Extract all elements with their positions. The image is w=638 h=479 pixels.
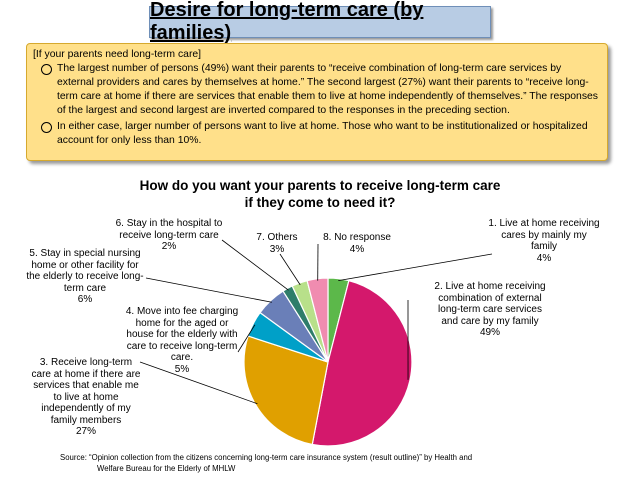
slice-label-4: 4. Move into fee charging home for the a… <box>125 306 239 375</box>
leader-line-6 <box>221 239 289 291</box>
leader-line-1 <box>338 253 493 282</box>
pie-slice-3 <box>243 335 329 446</box>
summary-note: [If your parents need long-term care] Th… <box>26 43 608 161</box>
source-line-1: Source: “Opinion collection from the cit… <box>60 453 473 462</box>
leader-line-4 <box>237 324 256 353</box>
note-bullet-1: The largest number of persons (49%) want… <box>33 62 600 118</box>
page-title: Desire for long-term care (by families) <box>150 0 424 44</box>
title-box: Desire for long-term care (by families) <box>149 0 491 44</box>
chart-title-line-1: How do you want your parents to receive … <box>139 178 501 193</box>
slice-label-5: 5. Stay in special nursing home or other… <box>26 248 144 305</box>
chart-title: How do you want your parents to receive … <box>60 177 580 211</box>
slice-label-2: 2. Live at home receiving combination of… <box>434 281 546 338</box>
slice-label-1: 1. Live at home receiving cares by mainl… <box>488 218 600 264</box>
slice-label-3: 3. Receive long-term care at home if the… <box>31 357 141 437</box>
chart-title-line-2: if they come to need it? <box>244 195 396 210</box>
slice-label-6: 6. Stay in the hospital to receive long-… <box>115 218 223 252</box>
leader-line-7 <box>279 253 301 286</box>
pie-slice-2 <box>311 279 413 447</box>
leader-line-3 <box>139 361 258 405</box>
leader-line-5 <box>145 277 272 303</box>
source-line-2: Welfare Bureau for the Elderly of MHLW <box>97 464 236 473</box>
slice-label-7: 7. Others 3% <box>256 232 298 255</box>
note-intro: [If your parents need long-term care] <box>33 49 202 60</box>
source-note: Source: “Opinion collection from the cit… <box>60 452 580 474</box>
slice-label-8: 8. No response 4% <box>323 232 391 255</box>
note-bullet-2: In either case, larger number of persons… <box>33 120 600 148</box>
